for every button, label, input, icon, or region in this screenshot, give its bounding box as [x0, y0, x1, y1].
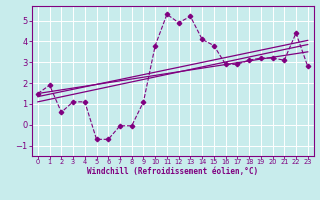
X-axis label: Windchill (Refroidissement éolien,°C): Windchill (Refroidissement éolien,°C) [87, 167, 258, 176]
